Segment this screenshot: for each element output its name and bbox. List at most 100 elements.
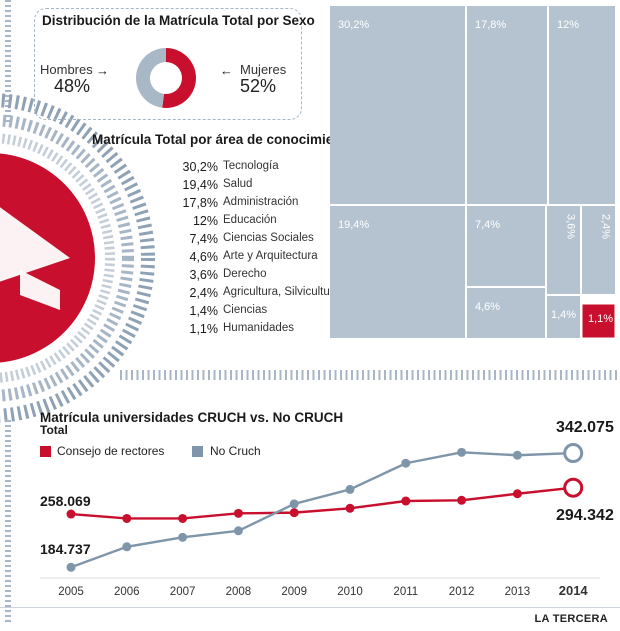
data-point: [512, 489, 522, 499]
treemap-cell: [582, 304, 615, 338]
dashed-divider: [5, 370, 620, 625]
line-cruch: [70, 486, 574, 520]
treemap-label: 4,6%: [475, 301, 500, 313]
treemap-label: 30,2%: [338, 19, 369, 31]
cruch-line-chart: 2005 2006 2007 2008 2009 2010 2011 2012 2013 2014: [40, 443, 600, 598]
data-point: [563, 443, 584, 464]
area-label: Agricultura, Silvicultura: [223, 286, 340, 298]
treemap-label: 1,4%: [551, 309, 576, 321]
donut-slice-hombres: [135, 48, 166, 108]
area-label: Derecho: [223, 268, 267, 280]
treemap-label: 12%: [557, 19, 579, 31]
crush-title: Matrícula universidades CRUCH vs. No CRU…: [40, 410, 344, 425]
area-legend-row: 2,4% Agricultura, Silvicultura: [120, 286, 340, 303]
area-treemap: 30,2% 19,4% 17,8% 12% 7,4% 4,6% 3,6% 2,4% 1,4% 1,…: [330, 6, 615, 339]
emblem-rings: [0, 93, 155, 423]
arrow-right-icon: →: [96, 63, 109, 78]
area-pct: 19,4%: [182, 178, 218, 192]
area-label: Ciencias Sociales: [223, 232, 314, 244]
area-legend-row: 1,4% Ciencias: [120, 304, 320, 321]
treemap-label: 19,4%: [338, 219, 369, 231]
data-point: [178, 513, 188, 523]
crush-subtitle: Total: [40, 423, 68, 437]
label-nocruch-last: 342.075: [556, 419, 614, 436]
legend-swatch-nocruch: [192, 446, 203, 457]
area-label: Tecnología: [223, 160, 279, 172]
donut-slice-mujeres: [162, 48, 196, 108]
areas-title: Matrícula Total por área de conocimiento: [92, 132, 355, 147]
x-tick-label: 2007: [170, 586, 196, 598]
treemap-cell: [467, 288, 545, 338]
legend-label-cruch: Consejo de rectores: [57, 444, 165, 458]
treemap-cell: [582, 206, 615, 294]
treemap-cell: [330, 6, 465, 204]
treemap-label: 2,4%: [600, 214, 612, 239]
x-tick-label: 2014: [559, 583, 589, 598]
data-point: [178, 532, 188, 542]
label-cruch-first: 258.069: [40, 493, 91, 509]
x-tick-label: 2008: [226, 586, 252, 598]
area-label: Humanidades: [223, 322, 294, 334]
legend-label-nocruch: No Cruch: [210, 444, 261, 458]
data-point: [457, 495, 467, 505]
data-point: [66, 509, 76, 519]
data-point: [401, 458, 411, 468]
x-tick-label: 2010: [337, 586, 363, 598]
treemap-cell: [467, 206, 545, 286]
data-point: [289, 508, 299, 518]
x-tick-label: 2012: [449, 586, 475, 598]
male-label: Hombres: [40, 62, 93, 77]
footer-divider: [0, 607, 620, 608]
area-legend-row: 17,8% Administración: [120, 196, 320, 213]
treemap-label: 7,4%: [475, 219, 500, 231]
area-legend-row: 12% Educación: [120, 214, 320, 231]
x-tick-label: 2013: [505, 586, 531, 598]
data-point: [401, 496, 411, 506]
sex-title: Distribución de la Matrícula Total por S…: [42, 13, 315, 28]
treemap-cell: [547, 296, 580, 338]
area-legend-row: 19,4% Salud: [120, 178, 320, 195]
data-point: [122, 542, 132, 552]
x-tick-label: 2005: [58, 586, 84, 598]
treemap-cell: [549, 6, 615, 204]
treemap-cell: [547, 206, 580, 294]
area-legend-row: 1,1% Humanidades: [120, 322, 320, 339]
sex-donut-chart: [135, 48, 196, 108]
area-pct: 30,2%: [182, 160, 218, 174]
area-pct: 12%: [192, 214, 218, 228]
data-point: [457, 447, 467, 457]
area-pct: 1,1%: [189, 322, 219, 336]
area-pct: 3,6%: [189, 268, 219, 282]
area-pct: 2,4%: [189, 286, 219, 300]
data-point: [233, 508, 243, 518]
area-label: Administración: [223, 196, 299, 208]
treemap-label: 3,6%: [565, 214, 577, 239]
label-nocruch-first: 184.737: [40, 541, 91, 557]
publisher-logo: LA TERCERA: [534, 613, 608, 625]
data-point: [512, 450, 522, 460]
area-label: Arte y Arquitectura: [223, 250, 318, 262]
area-label: Ciencias: [223, 304, 268, 316]
line-nocruch: [70, 451, 574, 569]
data-point: [233, 526, 243, 536]
data-point: [66, 562, 76, 572]
x-tick-label: 2006: [114, 586, 140, 598]
legend-swatch-cruch: [40, 446, 51, 457]
area-pct: 1,4%: [189, 304, 219, 318]
label-cruch-last: 294.342: [556, 507, 614, 524]
data-point: [345, 503, 355, 513]
female-label: Mujeres: [240, 62, 287, 77]
area-legend-row: 4,6% Arte y Arquitectura: [120, 250, 320, 267]
area-legend-row: 30,2% Tecnología: [120, 160, 320, 177]
x-tick-label: 2011: [393, 586, 418, 598]
area-legend-row: 7,4% Ciencias Sociales: [120, 232, 320, 249]
x-tick-label: 2009: [281, 586, 307, 598]
area-label: Salud: [223, 178, 253, 190]
area-legend-row: 3,6% Derecho: [120, 268, 320, 285]
area-label: Educación: [223, 214, 277, 226]
area-pct: 7,4%: [189, 232, 219, 246]
area-pct: 4,6%: [189, 250, 219, 264]
data-point: [345, 484, 355, 494]
area-pct: 17,8%: [182, 196, 218, 210]
